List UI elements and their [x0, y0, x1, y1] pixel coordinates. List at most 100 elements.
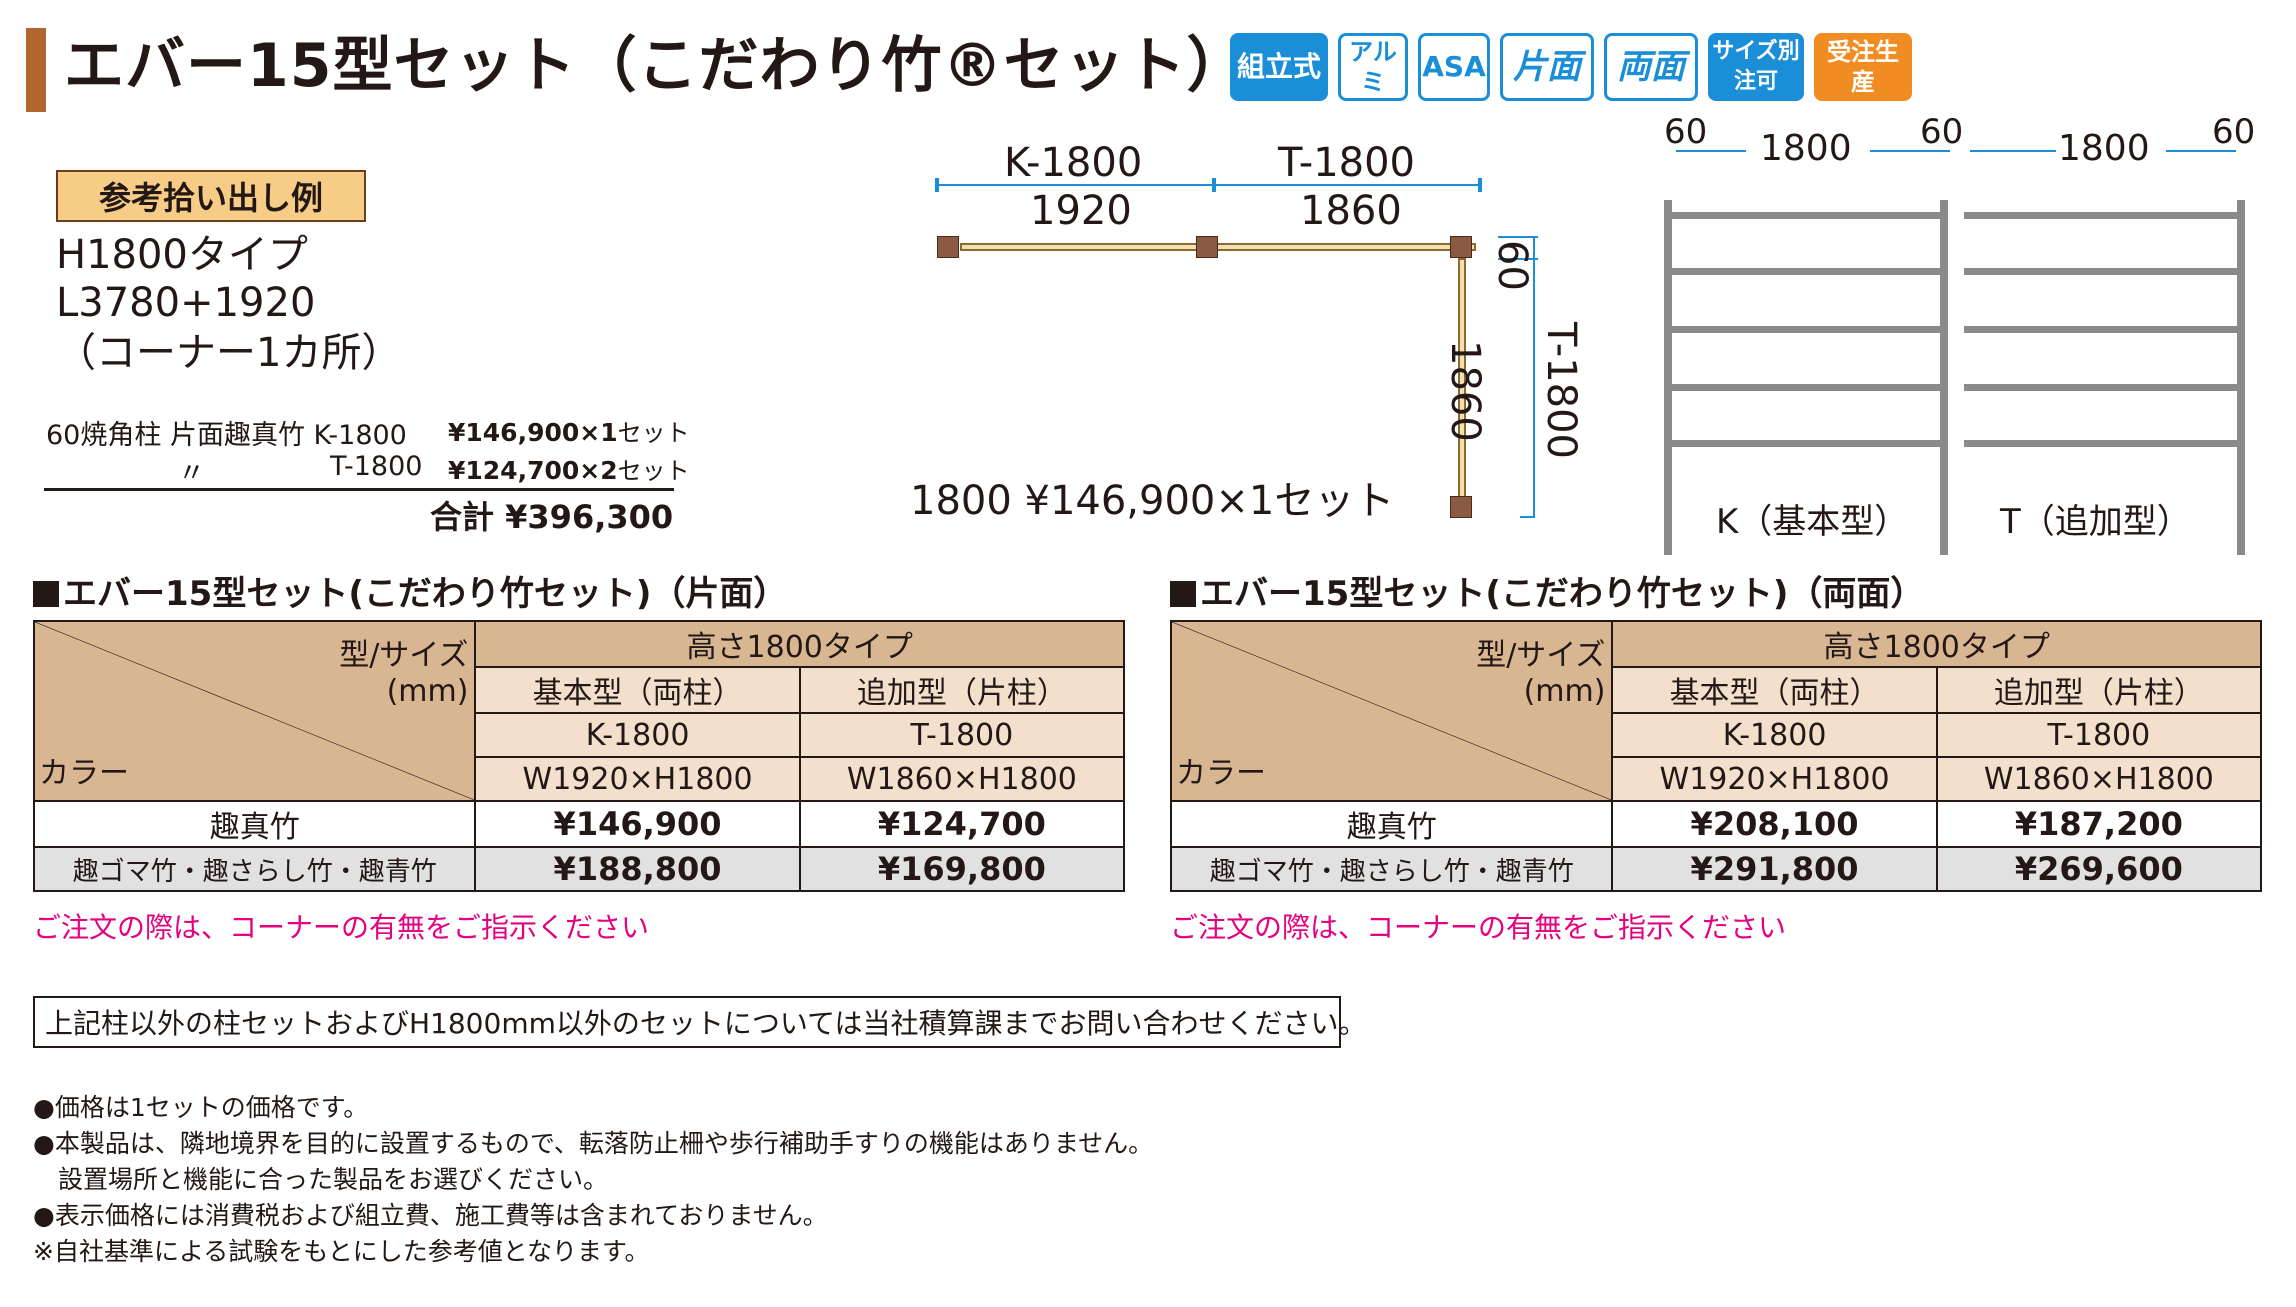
elev-rail: [1672, 212, 1940, 219]
row-price-k: ¥188,800: [474, 846, 801, 892]
table-row: 趣ゴマ竹・趣さらし竹・趣青竹 ¥188,800 ¥169,800: [32, 846, 1126, 892]
title-accent-bar: [26, 28, 46, 112]
elev-rail: [1672, 384, 1940, 391]
elev-dim-line: [1970, 150, 2056, 152]
assembly-badge: 組立式: [1230, 33, 1328, 101]
table-row: 趣ゴマ竹・趣さらし竹・趣青竹 ¥291,800 ¥269,600: [1169, 846, 2263, 892]
table-row: 趣真竹 ¥208,100 ¥187,200: [1169, 800, 2263, 848]
col-type-basic: 基本型（両柱）: [1611, 666, 1938, 714]
plan-fence-panel-horizontal: [960, 243, 1476, 251]
plan-side-post: 60: [1489, 240, 1535, 291]
table-1-note: ご注文の際は、コーナーの有無をご指示ください: [33, 911, 650, 944]
dim-tick: [1520, 516, 1534, 518]
row-color: 趣真竹: [32, 800, 477, 848]
table-1-title: エバー15型セット(こだわり竹セット)（片面）: [33, 566, 787, 615]
footnote: ●価格は1セットの価格です。: [33, 1093, 369, 1122]
row-price-t: ¥124,700: [798, 800, 1126, 848]
square-bullet-icon: [33, 581, 59, 607]
elev-rail: [1964, 212, 2237, 219]
plan-post: [1450, 496, 1472, 518]
row-price-k: ¥146,900: [474, 800, 801, 848]
col-code-k: K-1800: [1611, 712, 1938, 758]
corner-type-size: 型/サイズ: [1476, 638, 1606, 673]
row-price-k: ¥208,100: [1611, 800, 1938, 848]
elev-rail: [1964, 384, 2237, 391]
plan-post: [1450, 236, 1472, 258]
corner-unit: (mm): [1523, 674, 1606, 709]
elev-rail: [1964, 268, 2237, 275]
plan-side-label: T-1800: [1538, 322, 1584, 459]
example-line-2-desc: T-1800: [330, 451, 423, 482]
col-size-k: W1920×H1800: [1611, 756, 1938, 802]
row-color: 趣ゴマ竹・趣さらし竹・趣青竹: [1169, 846, 1614, 892]
row-price-t: ¥169,800: [798, 846, 1126, 892]
elev-post: [2237, 200, 2245, 555]
diagonal-line-icon: [1172, 622, 1611, 800]
elev-dim-line: [1676, 150, 1746, 152]
both-sides-badge: 両面: [1604, 33, 1698, 101]
elev-rail: [1964, 440, 2237, 447]
diagonal-line-icon: [35, 622, 474, 800]
elev-dim-post-2: 60: [1920, 112, 1964, 152]
plan-k-label: K-1800: [1004, 140, 1143, 186]
elev-k-caption: K（基本型）: [1716, 502, 1909, 542]
inquiry-note-box: 上記柱以外の柱セットおよびH1800mm以外のセットについては当社積算課までお問…: [33, 996, 1366, 1048]
col-type-add: 追加型（片柱）: [798, 666, 1126, 714]
col-code-k: K-1800: [474, 712, 801, 758]
elev-post: [1664, 200, 1672, 555]
square-bullet-icon: [1170, 581, 1196, 607]
col-size-t: W1860×H1800: [1935, 756, 2263, 802]
row-color: 趣真竹: [1169, 800, 1614, 848]
row-price-t: ¥269,600: [1935, 846, 2263, 892]
dim-tick: [1498, 258, 1538, 260]
footnote: ●表示価格には消費税および組立費、施工費等は含まれておりません。: [33, 1201, 828, 1230]
plan-top-dimension-line: [936, 184, 1481, 186]
col-type-add: 追加型（片柱）: [1935, 666, 2263, 714]
height-type-header: 高さ1800タイプ: [1611, 620, 2262, 668]
corner-color: カラー: [1176, 756, 1266, 791]
elev-dim-line: [1870, 150, 1950, 152]
table-2-title: エバー15型セット(こだわり竹セット)（両面）: [1170, 566, 1924, 615]
elev-rail: [1672, 326, 1940, 333]
dim-tick: [1498, 236, 1538, 238]
dim-tick: [1478, 178, 1482, 192]
price-table-one-side: 型/サイズ (mm) カラー 高さ1800タイプ 基本型（両柱） 追加型（片柱）…: [32, 620, 1126, 892]
example-length: L3780+1920: [56, 280, 316, 326]
col-size-t: W1860×H1800: [798, 756, 1126, 802]
plan-post: [937, 236, 959, 258]
elev-rail: [1672, 440, 1940, 447]
plan-overlay-text: 1800 ¥146,900×1セット: [910, 478, 1395, 524]
example-line-2-price: ¥124,700×2セット: [448, 456, 690, 485]
dim-tick: [935, 178, 939, 192]
col-type-basic: 基本型（両柱）: [474, 666, 801, 714]
footnote: ※自社基準による試験をもとにした参考値となります。: [33, 1237, 650, 1266]
example-line-1-price: ¥146,900×1セット: [448, 418, 690, 447]
aluminum-badge: アルミ: [1338, 33, 1408, 101]
example-line-2-ditto: 〃: [178, 458, 205, 489]
elev-dim-post-1: 60: [1664, 112, 1708, 152]
example-label: 参考拾い出し例: [56, 170, 366, 222]
example-line-1-desc: 60焼角柱 片面趣真竹 K-1800: [46, 420, 407, 451]
price-table-both-sides: 型/サイズ (mm) カラー 高さ1800タイプ 基本型（両柱） 追加型（片柱）…: [1169, 620, 2263, 892]
height-type-header: 高さ1800タイプ: [474, 620, 1125, 668]
footnote: ●本製品は、隣地境界を目的に設置するもので、転落防止柵や歩行補助手すりの機能はあ…: [33, 1129, 1154, 1158]
elev-rail: [1672, 268, 1940, 275]
page-title: エバー15型セット（こだわり竹®セット）: [64, 31, 1248, 101]
row-color: 趣ゴマ竹・趣さらし竹・趣青竹: [32, 846, 477, 892]
corner-type-size: 型/サイズ: [339, 638, 469, 673]
elev-dim-k-width: 1800: [1760, 128, 1852, 169]
elev-t-caption: T（追加型）: [2000, 502, 2191, 542]
elev-dim-t-width: 1800: [2058, 128, 2150, 169]
feature-badges: 組立式 アルミ ASA 片面 両面 サイズ別注可 受注生産: [1230, 33, 1912, 101]
corner-color: カラー: [39, 756, 129, 791]
col-size-k: W1920×H1800: [474, 756, 801, 802]
plan-post: [1196, 236, 1218, 258]
corner-unit: (mm): [386, 674, 469, 709]
row-price-t: ¥187,200: [1935, 800, 2263, 848]
plan-t-label: T-1800: [1278, 140, 1415, 186]
footnote: 設置場所と機能に合った製品をお選びください。: [33, 1165, 609, 1194]
made-to-order-badge: 受注生産: [1814, 33, 1912, 101]
table-corner-cell: 型/サイズ (mm) カラー: [32, 620, 477, 802]
col-code-t: T-1800: [1935, 712, 2263, 758]
example-total: 合計 ¥396,300: [430, 498, 674, 536]
